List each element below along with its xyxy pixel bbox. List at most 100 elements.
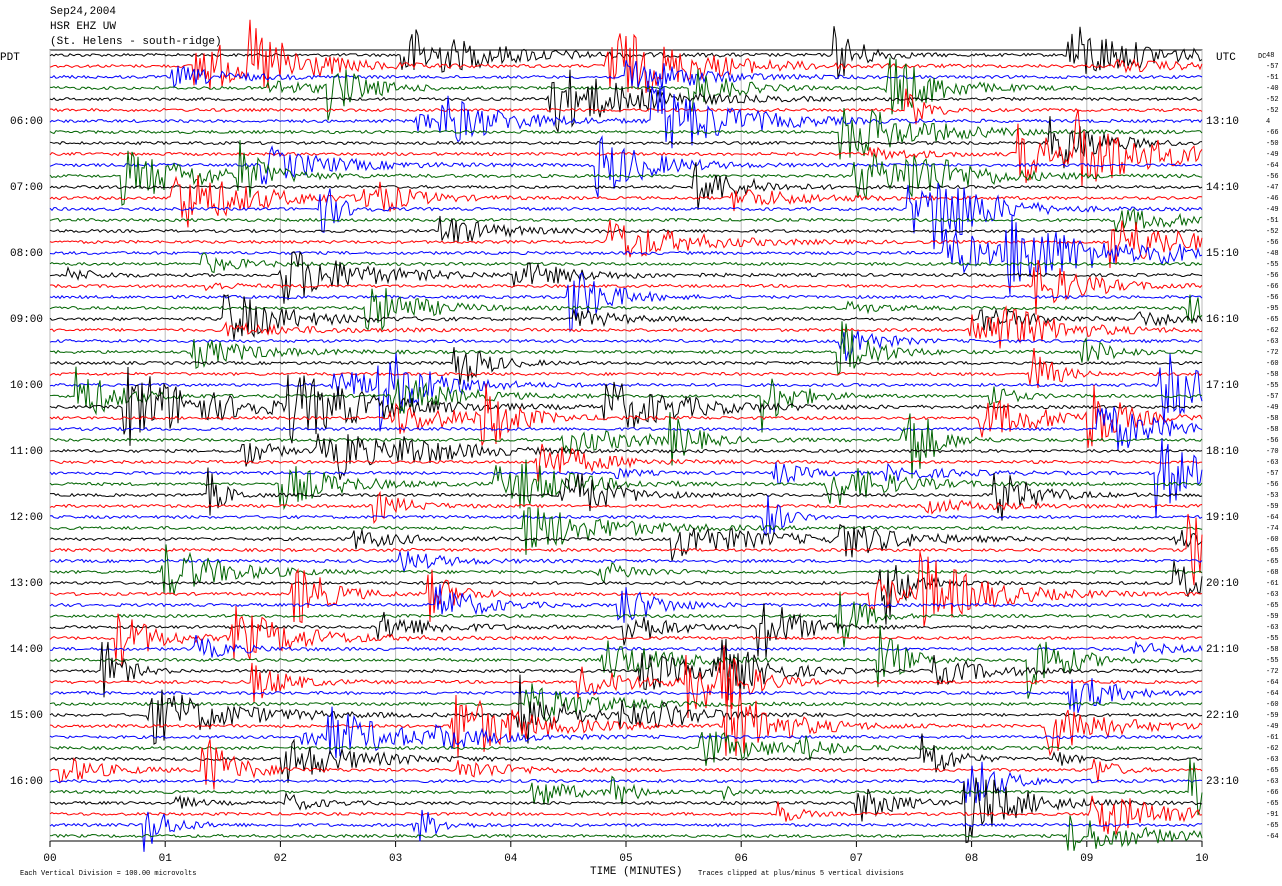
- dc-value: -49: [1266, 404, 1279, 412]
- left-time-label: 15:00: [10, 710, 43, 722]
- dc-value: -59: [1266, 712, 1279, 720]
- dc-value: -65: [1266, 822, 1279, 830]
- trace: [49, 678, 1203, 714]
- trace: [49, 603, 1203, 659]
- dc-value: -52: [1266, 228, 1279, 236]
- dc-value: -72: [1266, 668, 1279, 676]
- trace: [49, 366, 1203, 446]
- trace: [49, 645, 1202, 719]
- dc-value: -58: [1266, 415, 1279, 423]
- right-time-label: 23:10: [1206, 776, 1239, 788]
- trace: [49, 383, 1203, 448]
- trace: [49, 305, 1203, 349]
- trace: [49, 815, 1203, 851]
- trace: [49, 140, 1203, 206]
- left-time-label: 12:00: [10, 512, 43, 524]
- right-time-label: 22:10: [1206, 710, 1239, 722]
- clip-note: Traces clipped at plus/minus 5 vertical …: [698, 870, 904, 878]
- dc-value: -57: [1266, 393, 1279, 401]
- x-tick-label: 06: [735, 853, 748, 865]
- dc-value: 4: [1266, 118, 1270, 126]
- trace: [50, 433, 1203, 480]
- dc-value: -53: [1266, 492, 1279, 500]
- dc-value: -46: [1266, 195, 1279, 203]
- x-axis-label: TIME (MINUTES): [590, 866, 682, 878]
- trace: [49, 162, 1203, 210]
- dc-value: -65: [1266, 547, 1279, 555]
- dc-value: -59: [1266, 613, 1279, 621]
- dc-value: -64: [1266, 833, 1279, 841]
- trace: [49, 175, 1203, 228]
- right-time-label: 18:10: [1206, 446, 1239, 458]
- labels: 00 01 02 03 04 05 06 07 08 09 10 48 -57 -51 -40 -52 -52 4…: [10, 52, 1279, 865]
- dc-value: -51: [1266, 217, 1279, 225]
- right-time-label: 20:10: [1206, 578, 1239, 590]
- x-tick-label: 00: [43, 853, 56, 865]
- chart-subtitle: HSR EHZ UW: [50, 21, 116, 33]
- trace: [49, 438, 1203, 519]
- right-axis-label: UTC: [1216, 52, 1236, 64]
- right-time-label: 16:10: [1206, 314, 1239, 326]
- trace: [49, 69, 1203, 133]
- right-time-label: 14:10: [1206, 182, 1239, 194]
- dc-value: -64: [1266, 162, 1279, 170]
- trace: [49, 777, 1203, 844]
- right-time-label: 15:10: [1206, 248, 1239, 260]
- x-tick-label: 07: [850, 853, 863, 865]
- dc-value: -56: [1266, 294, 1279, 302]
- dc-value: -56: [1266, 437, 1279, 445]
- trace: [49, 795, 1203, 835]
- dc-value: -55: [1266, 261, 1279, 269]
- trace: [49, 116, 1203, 169]
- left-time-label: 06:00: [10, 116, 43, 128]
- left-time-label: 11:00: [10, 446, 43, 458]
- dc-value: -65: [1266, 602, 1279, 610]
- trace: [49, 412, 1203, 479]
- dc-value: -74: [1266, 525, 1279, 533]
- trace: [49, 215, 1203, 295]
- dc-value: -55: [1266, 657, 1279, 665]
- dc-value: -61: [1266, 580, 1279, 588]
- dc-value: -63: [1266, 778, 1279, 786]
- dc-value: -58: [1266, 646, 1279, 654]
- dc-value: -59: [1266, 503, 1279, 511]
- dc-value: -40: [1266, 85, 1279, 93]
- left-axis-label: PDT: [0, 52, 20, 64]
- trace: [49, 584, 1203, 623]
- trace: [49, 109, 1203, 187]
- trace: [49, 207, 1203, 233]
- trace: [49, 288, 1203, 332]
- dc-value: -60: [1266, 536, 1279, 544]
- dc-value: -65: [1266, 800, 1279, 808]
- trace: [49, 758, 1203, 816]
- dc-value: -62: [1266, 745, 1279, 753]
- trace: [49, 706, 1203, 759]
- dc-value: 48: [1266, 52, 1274, 60]
- left-time-label: 10:00: [10, 380, 43, 392]
- trace: [49, 220, 1203, 269]
- dc-value: -52: [1266, 107, 1279, 115]
- dc-value: -48: [1266, 250, 1279, 258]
- right-time-label: 13:10: [1206, 116, 1239, 128]
- dc-value: -60: [1266, 701, 1279, 709]
- dc-value: -49: [1266, 723, 1279, 731]
- dc-value: -52: [1266, 96, 1279, 104]
- trace: [49, 733, 1203, 783]
- dc-value: -58: [1266, 371, 1279, 379]
- dc-value: -64: [1266, 690, 1279, 698]
- dc-value: -72: [1266, 349, 1279, 357]
- dc-value: -68: [1266, 569, 1279, 577]
- dc-value: -65: [1266, 316, 1279, 324]
- trace: [49, 134, 1203, 198]
- trace: [49, 321, 1203, 376]
- dc-value: -55: [1266, 382, 1279, 390]
- dc-value: -47: [1266, 184, 1279, 192]
- left-time-label: 16:00: [10, 776, 43, 788]
- trace: [49, 591, 1203, 648]
- scale-note: Each Vertical Division = 100.00 microvol…: [20, 870, 196, 878]
- x-tick-label: 08: [965, 853, 978, 865]
- dc-value: -57: [1266, 470, 1279, 478]
- dc-value: -63: [1266, 338, 1279, 346]
- dc-value: -51: [1266, 74, 1279, 82]
- trace: [49, 507, 1203, 555]
